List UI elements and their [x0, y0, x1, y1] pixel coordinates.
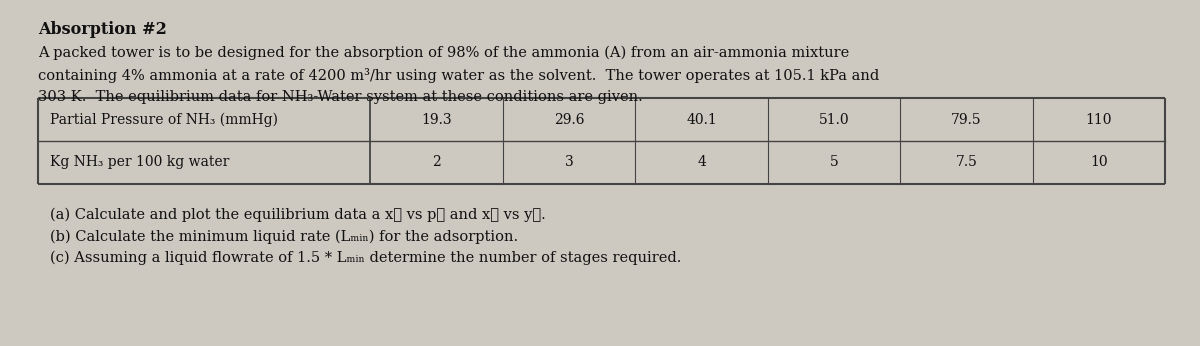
Text: 7.5: 7.5 — [955, 155, 977, 170]
Text: 10: 10 — [1090, 155, 1108, 170]
Text: (a) Calculate and plot the equilibrium data a x⁁ vs p⁁ and x⁁ vs y⁁.: (a) Calculate and plot the equilibrium d… — [50, 208, 546, 222]
Text: containing 4% ammonia at a rate of 4200 m³/hr using water as the solvent.  The t: containing 4% ammonia at a rate of 4200 … — [38, 68, 880, 83]
Text: 19.3: 19.3 — [421, 112, 452, 127]
Text: 51.0: 51.0 — [818, 112, 850, 127]
Text: 79.5: 79.5 — [952, 112, 982, 127]
Text: Absorption #2: Absorption #2 — [38, 21, 167, 38]
Text: 3: 3 — [565, 155, 574, 170]
Text: 110: 110 — [1086, 112, 1112, 127]
Text: 5: 5 — [829, 155, 839, 170]
Text: Kg NH₃ per 100 kg water: Kg NH₃ per 100 kg water — [50, 155, 229, 170]
Text: 29.6: 29.6 — [554, 112, 584, 127]
Text: 4: 4 — [697, 155, 706, 170]
Text: 2: 2 — [432, 155, 442, 170]
Text: A packed tower is to be designed for the absorption of 98% of the ammonia (A) fr: A packed tower is to be designed for the… — [38, 46, 850, 61]
Text: Partial Pressure of NH₃ (mmHg): Partial Pressure of NH₃ (mmHg) — [50, 112, 278, 127]
Text: (c) Assuming a liquid flowrate of 1.5 * Lₘᵢₙ determine the number of stages requ: (c) Assuming a liquid flowrate of 1.5 * … — [50, 251, 682, 265]
Text: 303 K.  The equilibrium data for NH₃-Water system at these conditions are given.: 303 K. The equilibrium data for NH₃-Wate… — [38, 90, 643, 104]
Text: (b) Calculate the minimum liquid rate (Lₘᵢₙ) for the adsorption.: (b) Calculate the minimum liquid rate (L… — [50, 229, 518, 244]
Text: 40.1: 40.1 — [686, 112, 716, 127]
